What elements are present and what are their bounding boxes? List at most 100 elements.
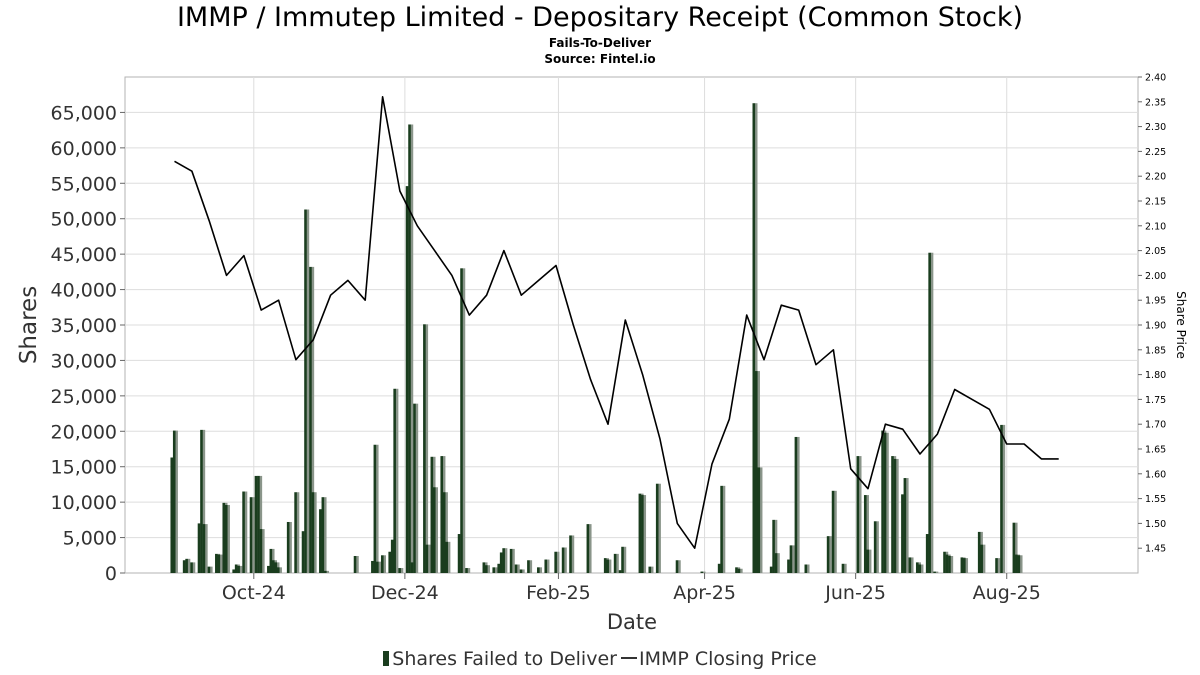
fails-bar <box>237 565 240 573</box>
fails-bar-shadow <box>623 546 627 573</box>
fails-bar-shadow <box>378 561 382 573</box>
fails-bar <box>863 495 867 573</box>
fails-bar-shadow <box>175 430 178 573</box>
fails-bar <box>866 549 870 573</box>
fails-bar-shadow <box>866 495 869 573</box>
fails-bar <box>502 548 505 573</box>
fails-bar <box>1012 522 1016 573</box>
y-axis-left: 0 5,000 10,000 15,000 20,000 25,000 30,000 35,0… <box>51 102 125 585</box>
fails-bar <box>408 124 411 573</box>
fails-bar <box>774 553 778 573</box>
fails-bar-shadow <box>658 483 661 573</box>
y2-tick-label: 2.20 <box>1145 172 1166 183</box>
fails-bar <box>509 548 513 573</box>
fails-bar-shadow <box>279 567 282 573</box>
x-tick-label: Aug-25 <box>973 582 1041 604</box>
chart-title: IMMP / Immutep Limited - Depositary Rece… <box>176 2 1024 33</box>
fails-bar <box>388 551 392 573</box>
fails-bar <box>294 492 297 573</box>
y2-tick-label: 2.30 <box>1145 122 1166 133</box>
fails-bar <box>881 430 884 573</box>
fails-bar-shadow <box>588 524 592 573</box>
fails-bar <box>963 558 966 573</box>
fails-bar <box>737 568 741 573</box>
fails-bar <box>485 565 488 573</box>
fails-bar <box>841 563 845 573</box>
fails-bar <box>440 456 444 573</box>
fails-bar <box>641 495 644 573</box>
fails-bar <box>207 566 211 573</box>
y2-tick-label: 1.70 <box>1145 420 1166 431</box>
fails-bar <box>514 564 518 573</box>
y2-tick-label: 1.50 <box>1145 519 1166 530</box>
fails-bar <box>621 546 624 573</box>
fails-bar-shadow <box>435 487 438 573</box>
fails-bar <box>304 209 307 573</box>
fails-bar-shadow <box>187 558 191 573</box>
fails-bar <box>202 524 206 573</box>
fails-bar <box>901 494 904 573</box>
fails-bar <box>224 504 228 573</box>
fails-bar <box>831 490 835 573</box>
y-tick-label: 60,000 <box>51 138 117 160</box>
y-tick-label: 20,000 <box>51 421 117 443</box>
legend-bar-swatch <box>383 651 390 666</box>
fails-bar <box>544 559 548 573</box>
fails-bar-shadow <box>982 544 986 573</box>
fails-bar <box>675 560 679 573</box>
fails-bar-shadow <box>1002 424 1006 573</box>
fails-bar-shadow <box>896 458 899 573</box>
fails-bar-shadow <box>375 444 379 573</box>
chart-source: Source: Fintel.io <box>544 52 656 66</box>
y2-tick-label: 2.15 <box>1145 197 1166 208</box>
fails-bar-shadow <box>702 571 706 573</box>
fails-bar <box>873 521 877 573</box>
fails-bar-shadow <box>383 555 386 573</box>
fails-bar <box>789 545 793 573</box>
fails-bar <box>787 559 790 573</box>
fails-bar <box>301 531 305 573</box>
y2-tick-label: 2.05 <box>1145 246 1166 257</box>
fails-bar <box>893 458 897 573</box>
fails-bar <box>200 429 203 573</box>
fails-bar <box>700 571 704 573</box>
fails-bar-shadow <box>210 566 213 573</box>
fails-bar-shadow <box>219 554 223 573</box>
fails-bar <box>769 566 773 573</box>
fails-bar-shadow <box>504 548 508 573</box>
y2-tick-label: 1.90 <box>1145 321 1166 332</box>
fails-bar <box>376 561 379 573</box>
fails-bar <box>217 554 221 573</box>
fails-bar-shadow <box>326 570 330 573</box>
fails-bar-shadow <box>722 485 726 573</box>
fails-bar <box>274 562 278 573</box>
fails-bar <box>497 563 500 573</box>
fails-bar-shadow <box>1019 555 1023 573</box>
fails-bar-shadow <box>205 524 208 573</box>
fails-bar <box>915 562 919 573</box>
fails-bar <box>492 567 496 573</box>
fails-bar-shadow <box>1014 522 1018 573</box>
fails-bar <box>222 502 226 573</box>
fails-bar <box>445 541 448 573</box>
fails-bar <box>638 493 642 573</box>
fails-bar <box>232 569 235 573</box>
fails-bar <box>569 535 572 573</box>
fails-bar-shadow <box>311 266 315 573</box>
fails-bar <box>561 547 565 573</box>
fails-bar <box>918 564 922 573</box>
fails-bar <box>648 566 652 573</box>
fails-bar-shadow <box>252 497 255 573</box>
fails-bars <box>170 103 1023 574</box>
fails-bar <box>380 555 384 573</box>
fails-bar-shadow <box>997 558 1001 573</box>
fails-bar-shadow <box>876 521 879 573</box>
fails-bar <box>537 567 540 573</box>
x-tick-label: Jun-25 <box>824 582 886 604</box>
fails-bar <box>324 570 327 573</box>
fails-bar-shadow <box>445 492 448 573</box>
fails-bar <box>519 569 523 573</box>
fails-bar <box>1000 424 1003 573</box>
fails-bar <box>242 491 245 573</box>
